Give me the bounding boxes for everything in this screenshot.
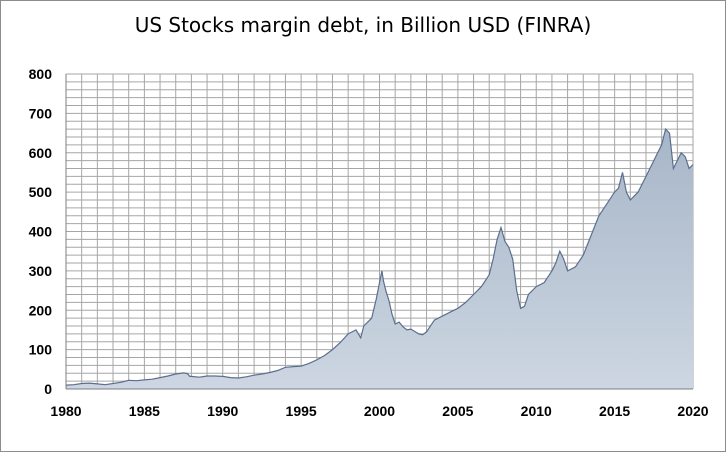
x-tick-label: 1980: [50, 403, 81, 419]
y-tick-label: 600: [29, 145, 53, 161]
x-tick-label: 1995: [286, 403, 317, 419]
axis-layer: [65, 74, 693, 390]
y-tick-label: 100: [29, 342, 53, 358]
x-tick-label: 2005: [442, 403, 473, 419]
x-tick-label: 2020: [677, 403, 708, 419]
x-tick-label: 2000: [364, 403, 395, 419]
x-tick-label: 2015: [599, 403, 630, 419]
series-line: [65, 127, 694, 386]
y-tick-label: 400: [29, 224, 53, 240]
y-tick-label: 800: [29, 66, 53, 82]
x-tick-label: 1990: [207, 403, 238, 419]
area-layer: [65, 127, 694, 389]
chart-title: US Stocks margin debt, in Billion USD (F…: [134, 13, 592, 37]
tick-layer: 0 100 200 300 400 500 600 700 800 1980 1985 1990 199…: [29, 66, 709, 419]
y-tick-label: 500: [29, 184, 53, 200]
y-tick-label: 300: [29, 263, 53, 279]
y-tick-label: 700: [29, 105, 53, 121]
y-tick-label: 200: [29, 302, 53, 318]
x-tick-label: 1985: [129, 403, 160, 419]
x-tick-label: 2010: [521, 403, 552, 419]
series-area-fill: [66, 129, 693, 389]
y-tick-label: 0: [44, 381, 52, 397]
